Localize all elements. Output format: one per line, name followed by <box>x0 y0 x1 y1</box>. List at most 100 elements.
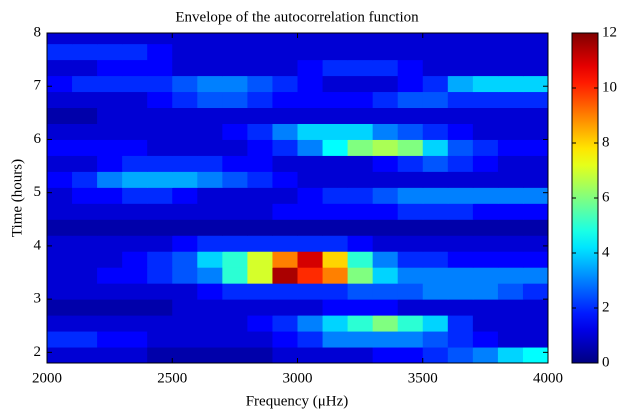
heatmap-cell <box>472 187 499 204</box>
heatmap-cell <box>247 347 273 363</box>
heatmap-cell <box>397 123 424 140</box>
heatmap-cell <box>222 91 248 109</box>
heatmap-cell <box>522 91 548 109</box>
heatmap-cell <box>297 139 324 156</box>
heatmap-cell <box>97 139 123 156</box>
heatmap-cell <box>272 91 298 109</box>
heatmap-cell <box>397 155 424 172</box>
heatmap-cell <box>447 33 474 45</box>
heatmap-cell <box>47 315 73 332</box>
heatmap-cell <box>47 75 73 93</box>
heatmap-cell <box>147 107 173 124</box>
heatmap-cell <box>47 91 73 109</box>
heatmap-cell <box>197 43 223 61</box>
heatmap-cell <box>447 59 474 77</box>
heatmap-cell <box>147 203 173 220</box>
heatmap-cell <box>372 299 399 316</box>
heatmap-cell <box>97 235 123 252</box>
heatmap-cell <box>197 283 223 300</box>
heatmap-cell <box>97 219 123 236</box>
heatmap-cell <box>397 203 424 220</box>
heatmap-cell <box>297 171 324 188</box>
heatmap-cell <box>72 347 98 363</box>
heatmap-cell <box>472 59 499 77</box>
heatmap-cell <box>222 155 248 172</box>
heatmap-cell <box>472 75 499 93</box>
heatmap-cell <box>247 139 273 156</box>
heatmap-cell <box>522 155 548 172</box>
heatmap-cell <box>372 203 399 220</box>
heatmap-cell <box>47 187 73 204</box>
heatmap-cell <box>222 315 248 332</box>
heatmap-cell <box>497 267 524 284</box>
heatmap-cell <box>122 123 148 140</box>
heatmap-cell <box>522 203 548 220</box>
heatmap-cell <box>147 331 173 348</box>
heatmap-cell <box>172 59 198 77</box>
heatmap-cell <box>472 315 499 332</box>
heatmap-cell <box>197 187 223 204</box>
heatmap-cell <box>247 315 273 332</box>
heatmap-cell <box>472 43 499 61</box>
heatmap-cell <box>197 155 223 172</box>
heatmap-cell <box>447 123 474 140</box>
heatmap-cell <box>72 299 98 316</box>
heatmap-cell <box>247 283 273 300</box>
heatmap-cell <box>247 235 273 252</box>
heatmap-cell <box>397 139 424 156</box>
heatmap-cell <box>147 59 173 77</box>
heatmap-cell <box>347 33 374 45</box>
heatmap-cell <box>522 187 548 204</box>
heatmap-cell <box>372 33 399 45</box>
heatmap-cell <box>447 267 474 284</box>
heatmap-cell <box>247 171 273 188</box>
heatmap-cell <box>97 107 123 124</box>
heatmap-cell <box>172 33 198 45</box>
heatmap-cell <box>247 219 273 236</box>
heatmap-cell <box>122 75 148 93</box>
heatmap-cell <box>322 347 349 363</box>
heatmap-cell <box>347 203 374 220</box>
heatmap-cell <box>522 75 548 93</box>
heatmap-cell <box>397 235 424 252</box>
heatmap-cell <box>197 59 223 77</box>
heatmap-cell <box>272 33 298 45</box>
heatmap-cell <box>247 43 273 61</box>
heatmap-cell <box>72 315 98 332</box>
heatmap <box>47 33 548 363</box>
heatmap-cell <box>322 171 349 188</box>
colorbar-tick-label: 12 <box>602 24 617 40</box>
colorbar-tick-label: 4 <box>602 244 610 260</box>
heatmap-cell <box>297 315 324 332</box>
heatmap-cell <box>272 155 298 172</box>
heatmap-cell <box>297 251 324 268</box>
heatmap-cell <box>497 123 524 140</box>
heatmap-cell <box>522 33 548 45</box>
heatmap-cell <box>47 251 73 268</box>
heatmap-cell <box>372 123 399 140</box>
heatmap-cell <box>297 187 324 204</box>
heatmap-cell <box>347 187 374 204</box>
heatmap-cell <box>97 171 123 188</box>
heatmap-cell <box>122 219 148 236</box>
heatmap-cell <box>297 283 324 300</box>
heatmap-cell <box>247 75 273 93</box>
heatmap-cell <box>272 299 298 316</box>
heatmap-cell <box>72 91 98 109</box>
heatmap-cell <box>297 59 324 77</box>
heatmap-cell <box>497 187 524 204</box>
heatmap-cell <box>122 107 148 124</box>
heatmap-cell <box>322 331 349 348</box>
heatmap-cell <box>272 267 298 284</box>
heatmap-cell <box>147 91 173 109</box>
heatmap-cell <box>347 107 374 124</box>
heatmap-cell <box>122 251 148 268</box>
heatmap-cell <box>397 91 424 109</box>
heatmap-cell <box>347 171 374 188</box>
heatmap-cell <box>372 75 399 93</box>
heatmap-cell <box>372 315 399 332</box>
heatmap-cell <box>447 219 474 236</box>
heatmap-cell <box>322 75 349 93</box>
heatmap-cell <box>72 331 98 348</box>
